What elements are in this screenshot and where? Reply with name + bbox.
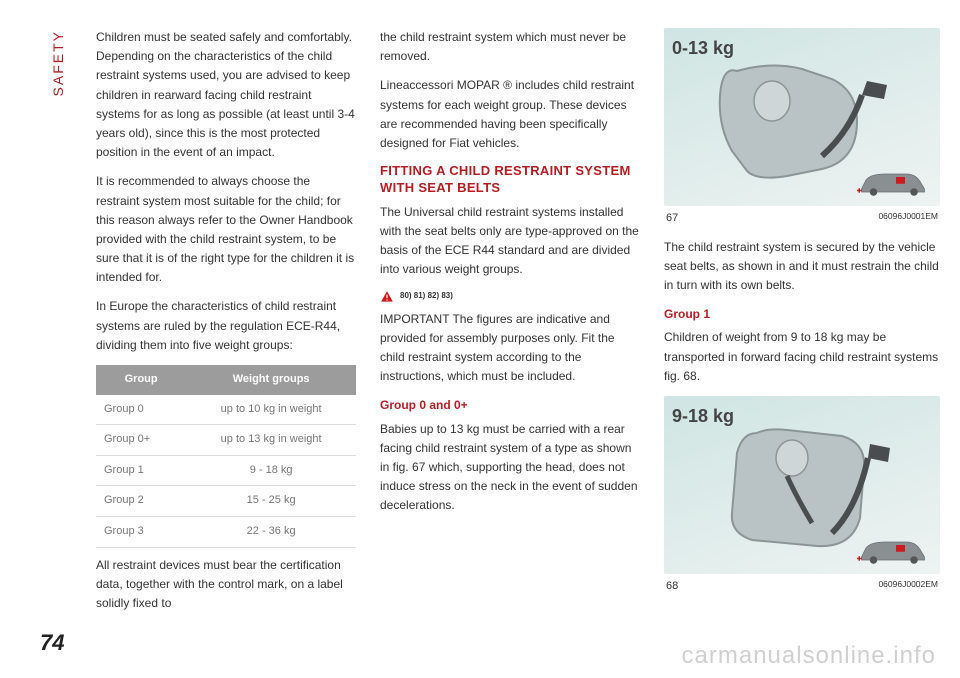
paragraph: Lineaccessori MOPAR ® includes child res…	[380, 76, 640, 153]
paragraph: It is recommended to always choose the r…	[96, 172, 356, 287]
table-cell: up to 13 kg in weight	[186, 425, 356, 456]
table-cell: 9 - 18 kg	[186, 455, 356, 486]
watermark: carmanualsonline.info	[682, 642, 936, 670]
paragraph: Children must be seated safely and comfo…	[96, 28, 356, 162]
paragraph: Children of weight from 9 to 18 kg may b…	[664, 328, 940, 386]
section-heading: FITTING A CHILD RESTRAINT SYSTEM WITH SE…	[380, 163, 640, 197]
table-cell: Group 0+	[96, 425, 186, 456]
warning-references: 80) 81) 82) 83)	[380, 290, 640, 304]
page-number: 74	[40, 630, 64, 656]
table-row: Group 0up to 10 kg in weight	[96, 395, 356, 425]
paragraph: The child restraint system is secured by…	[664, 238, 940, 296]
subsection-heading: Group 1	[664, 305, 940, 324]
paragraph: IMPORTANT The figures are indicative and…	[380, 310, 640, 387]
subsection-heading: Group 0 and 0+	[380, 396, 640, 415]
paragraph: Babies up to 13 kg must be carried with …	[380, 420, 640, 516]
table-cell: 22 - 36 kg	[186, 516, 356, 547]
table-row: Group 0+up to 13 kg in weight	[96, 425, 356, 456]
warning-icon	[380, 290, 394, 304]
warning-refs-text: 80) 81) 82) 83)	[400, 290, 453, 303]
table-row: Group 322 - 36 kg	[96, 516, 356, 547]
car-icon	[854, 536, 932, 566]
figure-code: 06096J0002EM	[878, 578, 938, 596]
table-cell: Group 2	[96, 486, 186, 517]
page-content: Children must be seated safely and comfo…	[0, 0, 960, 659]
section-tab: SAFETY	[50, 30, 66, 96]
table-cell: up to 10 kg in weight	[186, 395, 356, 425]
figure-number: 68	[666, 578, 678, 596]
figure-67: 0-13 kg	[664, 28, 940, 206]
table-row: Group 19 - 18 kg	[96, 455, 356, 486]
paragraph: the child restraint system which must ne…	[380, 28, 640, 66]
column-1: Children must be seated safely and comfo…	[96, 28, 356, 623]
figure-68: 9-18 kg	[664, 396, 940, 574]
section-tab-label: SAFETY	[50, 30, 66, 96]
table-header: Group	[96, 365, 186, 395]
figure-caption: 67 06096J0001EM	[664, 206, 940, 238]
figure-caption: 68 06096J0002EM	[664, 574, 940, 606]
table-cell: Group 3	[96, 516, 186, 547]
paragraph: In Europe the characteristics of child r…	[96, 297, 356, 355]
table-cell: Group 0	[96, 395, 186, 425]
figure-code: 06096J0001EM	[878, 210, 938, 228]
table-cell: 15 - 25 kg	[186, 486, 356, 517]
figure-number: 67	[666, 210, 678, 228]
weight-groups-table: Group Weight groups Group 0up to 10 kg i…	[96, 365, 356, 548]
column-3: 0-13 kg 67 06096J0001EM The child restra…	[664, 28, 940, 623]
table-cell: Group 1	[96, 455, 186, 486]
paragraph: All restraint devices must bear the cert…	[96, 556, 356, 614]
paragraph: The Universal child restraint systems in…	[380, 203, 640, 280]
table-row: Group 215 - 25 kg	[96, 486, 356, 517]
column-2: the child restraint system which must ne…	[380, 28, 640, 623]
table-header: Weight groups	[186, 365, 356, 395]
car-icon	[854, 168, 932, 198]
